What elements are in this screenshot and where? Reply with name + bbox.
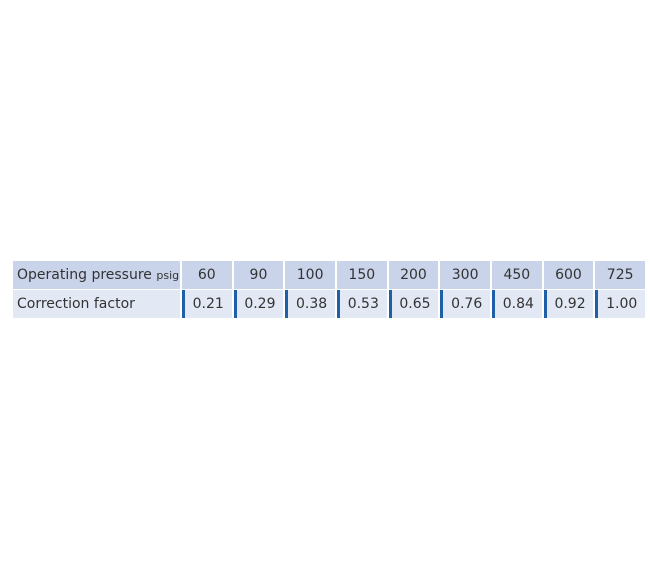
header-row: Operating pressure psig 60 90 100 150 20… [13, 261, 645, 289]
header-cell: 100 [285, 261, 335, 289]
data-cell: 0.65 [388, 290, 439, 318]
header-cell: 725 [595, 261, 645, 289]
header-cell: 60 [181, 261, 232, 289]
row-label: Correction factor [13, 290, 180, 318]
header-cell: 150 [336, 261, 387, 289]
data-cell: 1.00 [595, 290, 646, 318]
data-cell: 0.38 [285, 290, 335, 318]
data-cell: 0.92 [543, 290, 594, 318]
header-label: Operating pressure [17, 267, 152, 283]
header-cell: 300 [440, 261, 490, 289]
unit-label: psig [156, 269, 180, 282]
header-cell: 200 [388, 261, 439, 289]
header-cell: 90 [233, 261, 284, 289]
data-row: Correction factor 0.21 0.29 0.38 0.53 0.… [13, 290, 646, 318]
data-cell: 0.76 [440, 290, 490, 318]
header-cell: 450 [491, 261, 542, 289]
data-cell: 0.29 [233, 290, 284, 318]
header-label-cell: Operating pressure psig [13, 261, 180, 289]
correction-factor-table: Operating pressure psig 60 90 100 150 20… [13, 261, 646, 319]
header-cell: 600 [543, 261, 594, 289]
data-cell: 0.21 [181, 290, 232, 318]
data-cell: 0.53 [336, 290, 387, 318]
data-cell: 0.84 [492, 290, 542, 318]
